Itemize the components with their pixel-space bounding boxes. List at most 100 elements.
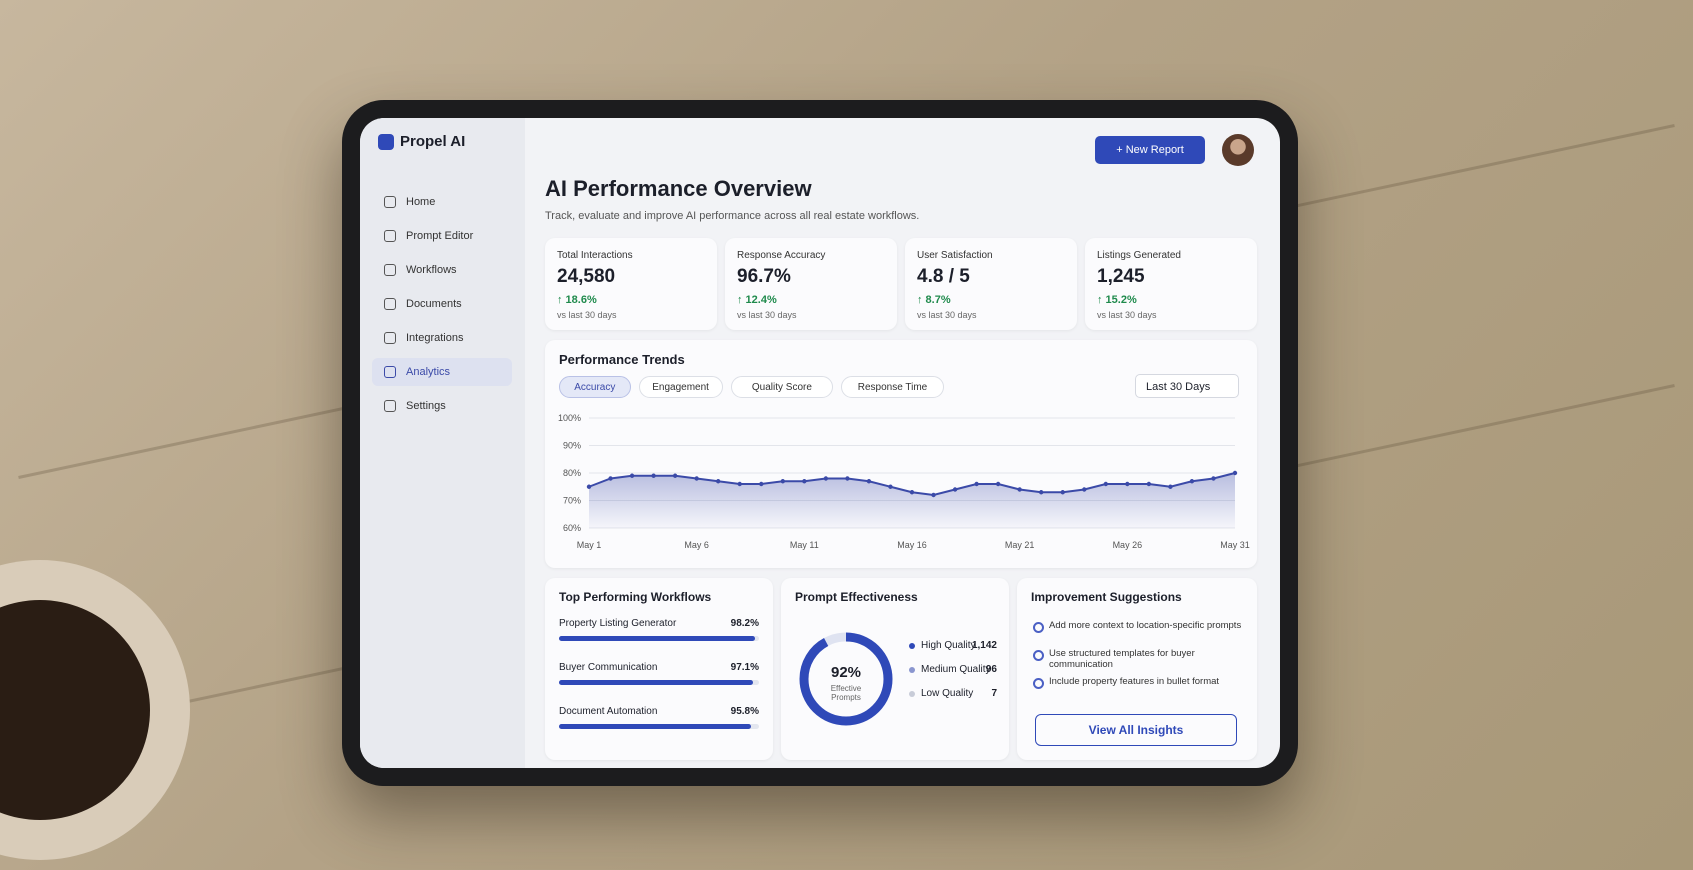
kpi-label: User Satisfaction [917, 250, 993, 261]
nav-item[interactable]: Analytics [372, 358, 512, 386]
data-point [629, 473, 635, 478]
workflow-name: Document Automation [559, 706, 658, 717]
kpi-card: Total Interactions 24,580 ↑ 18.6% vs last 3… [545, 238, 717, 330]
data-point [1146, 481, 1152, 487]
tab[interactable]: Accuracy [559, 376, 631, 398]
nav-item[interactable]: Home [372, 188, 512, 216]
workflow-value: 95.8% [730, 706, 759, 717]
data-point [1082, 487, 1087, 492]
avatar[interactable] [1222, 134, 1254, 166]
kpi-label: Listings Generated [1097, 250, 1181, 261]
legend-value: 7 [991, 688, 997, 699]
legend-dot [909, 667, 915, 673]
nav-label: Documents [406, 298, 462, 310]
kpi-change: ↑ 15.2% [1097, 294, 1137, 306]
nav-item[interactable]: Settings [372, 392, 512, 420]
nav-icon [384, 298, 396, 310]
nav-icon [384, 196, 396, 208]
nav-item[interactable]: Workflows [372, 256, 512, 284]
data-point [1103, 481, 1108, 487]
x-tick-label: May 31 [1220, 540, 1250, 550]
x-tick-label: May 6 [684, 540, 709, 550]
data-point [974, 481, 979, 487]
legend-value: 96 [985, 664, 997, 675]
screen: Propel AI AI Performance Overview Track,… [360, 118, 1280, 768]
card-title: Top Performing Workflows [559, 590, 712, 604]
x-tick-label: May 26 [1113, 540, 1143, 550]
nav-label: Analytics [406, 366, 451, 378]
kpi-value: 1,245 [1097, 266, 1145, 287]
data-point [888, 484, 893, 489]
workflows-card: Top Performing Workflows Property Listin… [545, 578, 773, 760]
suggestion-icon [1033, 622, 1044, 633]
workflow-name: Buyer Communication [559, 662, 658, 673]
nav-item[interactable]: Prompt Editor [372, 222, 512, 250]
y-tick-label: 70% [563, 496, 581, 506]
data-point [651, 473, 656, 478]
kpi-period: vs last 30 days [557, 310, 617, 320]
nav-icon [384, 332, 396, 344]
legend-dot [909, 643, 915, 649]
data-point [1017, 487, 1022, 492]
coffee-cup [0, 560, 190, 860]
nav-item[interactable]: Documents [372, 290, 512, 318]
legend-name: High Quality [921, 640, 976, 651]
kpi-change: ↑ 8.7% [917, 294, 951, 306]
new-report-button[interactable]: + New Report [1095, 136, 1205, 164]
kpi-label: Response Accuracy [737, 250, 826, 261]
data-point [995, 481, 1001, 487]
x-tick-label: May 16 [897, 540, 927, 550]
suggestion-text: Add more context to location-specific pr… [1049, 620, 1242, 631]
kpi-period: vs last 30 days [1097, 310, 1157, 320]
tab[interactable]: Response Time [841, 376, 944, 398]
suggestion-icon [1033, 650, 1044, 661]
card-title: Improvement Suggestions [1031, 590, 1182, 604]
area-fill [589, 473, 1235, 528]
tab[interactable]: Engagement [638, 376, 723, 398]
legend-name: Medium Quality [921, 664, 991, 675]
nav-item[interactable]: Integrations [372, 324, 512, 352]
data-point [694, 476, 699, 481]
nav-label: Home [406, 196, 436, 208]
progress-bar [559, 636, 756, 641]
nav-label: Integrations [406, 332, 464, 344]
data-point [737, 481, 742, 487]
view-insights-button[interactable]: View All Insights [1035, 714, 1237, 746]
card-title: Prompt Effectiveness [795, 590, 918, 604]
legend-value: 1,142 [971, 640, 997, 651]
page-subtitle: Track, evaluate and improve AI performan… [545, 210, 920, 222]
data-point [586, 484, 592, 489]
data-point [823, 476, 829, 481]
donut-value: 92% [830, 664, 862, 681]
kpi-period: vs last 30 days [737, 310, 797, 320]
data-point [931, 492, 936, 498]
trend-chart: 60% 70% 80% 90% 100% May 1 May 6 May 11 May 16 Ma… [558, 413, 1250, 550]
suggestion-icon [1033, 678, 1044, 689]
progress-bar [559, 724, 751, 729]
tablet: Propel AI AI Performance Overview Track,… [342, 100, 1298, 786]
sidebar [360, 118, 525, 768]
nav-icon [384, 230, 396, 242]
data-point [909, 490, 915, 495]
data-point [866, 479, 872, 484]
nav-icon [384, 366, 396, 378]
data-point [759, 481, 764, 487]
tab[interactable]: Quality Score [730, 376, 834, 398]
data-point [1168, 484, 1173, 489]
range-dropdown[interactable]: Last 30 Days [1135, 374, 1239, 398]
nav-icon [384, 400, 396, 412]
data-point [1232, 470, 1238, 476]
data-point [1211, 476, 1216, 481]
workflow-value: 97.1% [730, 662, 759, 673]
data-point [780, 479, 785, 484]
data-point [802, 479, 807, 484]
kpi-value: 4.8 / 5 [917, 266, 970, 287]
donut-arc [799, 632, 893, 726]
nav-label: Prompt Editor [406, 230, 474, 242]
kpi-card: User Satisfaction 4.8 / 5 ↑ 8.7% vs last 30… [905, 238, 1077, 330]
data-point [1039, 490, 1044, 495]
nav-label: Workflows [406, 264, 457, 276]
suggestion-text: Include property features in bullet form… [1049, 676, 1220, 687]
progress-bar [559, 680, 754, 685]
